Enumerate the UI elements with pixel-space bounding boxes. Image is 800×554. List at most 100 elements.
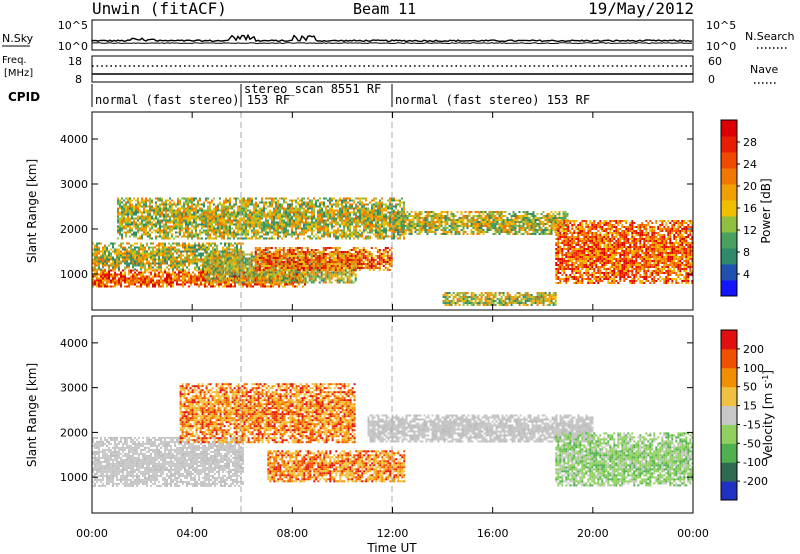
- power-cell: [100, 275, 102, 278]
- power-cell: [149, 205, 151, 208]
- power-cell: [268, 273, 271, 276]
- power-cell: [237, 215, 239, 218]
- power-cell: [182, 244, 184, 247]
- power-cell: [185, 227, 187, 230]
- power-cell: [189, 219, 191, 222]
- power-cell: [143, 207, 145, 210]
- power-cell: [228, 244, 230, 247]
- power-cell: [141, 213, 143, 216]
- power-cell: [329, 209, 331, 212]
- power-cell: [145, 199, 147, 202]
- power-cell: [301, 219, 303, 222]
- power-cell: [108, 250, 110, 253]
- power-cell: [300, 281, 303, 284]
- power-cell: [257, 223, 259, 226]
- power-cell: [383, 203, 385, 206]
- power-cell: [257, 205, 259, 208]
- power-cell: [321, 211, 323, 214]
- power-cell: [220, 267, 223, 270]
- power-cell: [195, 233, 197, 236]
- power-cell: [174, 279, 176, 282]
- power-cell: [169, 203, 171, 206]
- power-cell: [232, 275, 234, 278]
- power-cell: [193, 233, 195, 236]
- power-cell: [251, 237, 253, 240]
- power-cell: [253, 231, 255, 234]
- power-cell: [214, 248, 216, 251]
- power-cell: [218, 275, 221, 278]
- power-cell: [317, 235, 319, 238]
- power-cell: [309, 235, 311, 238]
- power-cell: [273, 229, 275, 232]
- power-cell: [223, 203, 225, 206]
- power-cell: [152, 269, 154, 272]
- power-cell: [121, 197, 123, 200]
- power-cell: [274, 257, 277, 259]
- power-cell: [202, 264, 204, 267]
- power-cell: [373, 225, 375, 228]
- power-cell: [171, 205, 173, 208]
- power-cell: [132, 260, 134, 263]
- power-cell: [283, 229, 285, 232]
- power-cell: [181, 227, 183, 230]
- power-cell: [283, 213, 285, 216]
- power-cell: [274, 269, 277, 271]
- power-cell: [134, 262, 136, 265]
- power-cell: [234, 275, 236, 278]
- power-cell: [221, 231, 223, 234]
- power-cell: [146, 262, 148, 265]
- power-cell: [214, 253, 217, 256]
- power-cell: [125, 227, 127, 230]
- power-cell: [199, 233, 201, 236]
- power-cell: [159, 229, 161, 232]
- power-cell: [96, 246, 98, 249]
- power-cell: [140, 271, 142, 274]
- power-cell: [327, 199, 329, 202]
- power-cell: [147, 213, 149, 216]
- power-cell: [335, 209, 337, 212]
- power-cell: [269, 237, 271, 240]
- power-cell: [283, 227, 285, 230]
- power-cell: [158, 271, 160, 274]
- power-cell: [298, 283, 300, 286]
- power-cell: [276, 251, 279, 253]
- power-cell: [205, 211, 207, 214]
- power-cell: [201, 213, 203, 216]
- power-cell: [258, 253, 261, 255]
- power-cell: [276, 261, 279, 264]
- power-cell: [222, 279, 225, 282]
- power-cell: [202, 262, 204, 265]
- power-cell: [205, 219, 207, 222]
- power-cell: [176, 273, 178, 276]
- power-cell: [176, 275, 178, 278]
- power-cell: [281, 227, 283, 230]
- power-cell: [160, 260, 162, 263]
- power-cell: [164, 281, 166, 284]
- power-cell: [208, 279, 211, 282]
- power-cell: [244, 271, 247, 274]
- power-cell: [367, 235, 369, 238]
- power-cell: [305, 229, 307, 232]
- power-cell: [255, 237, 257, 240]
- power-cell: [159, 205, 161, 208]
- power-cell: [334, 275, 337, 278]
- power-cell: [371, 199, 373, 202]
- power-cell: [209, 213, 211, 216]
- power-cell: [198, 244, 200, 247]
- power-cell: [353, 229, 355, 232]
- power-cell: [119, 233, 121, 236]
- power-cell: [294, 275, 297, 278]
- power-cell: [307, 229, 309, 232]
- power-cell: [129, 207, 131, 210]
- power-cell: [301, 205, 303, 208]
- power-cell: [349, 217, 351, 220]
- power-cell: [361, 197, 363, 200]
- power-cell: [121, 217, 123, 220]
- power-cell: [385, 235, 387, 238]
- power-cell: [92, 260, 94, 263]
- power-cell: [338, 271, 341, 274]
- power-cell: [141, 235, 143, 238]
- power-cell: [333, 231, 335, 234]
- power-cell: [285, 215, 287, 218]
- power-cell: [138, 262, 140, 265]
